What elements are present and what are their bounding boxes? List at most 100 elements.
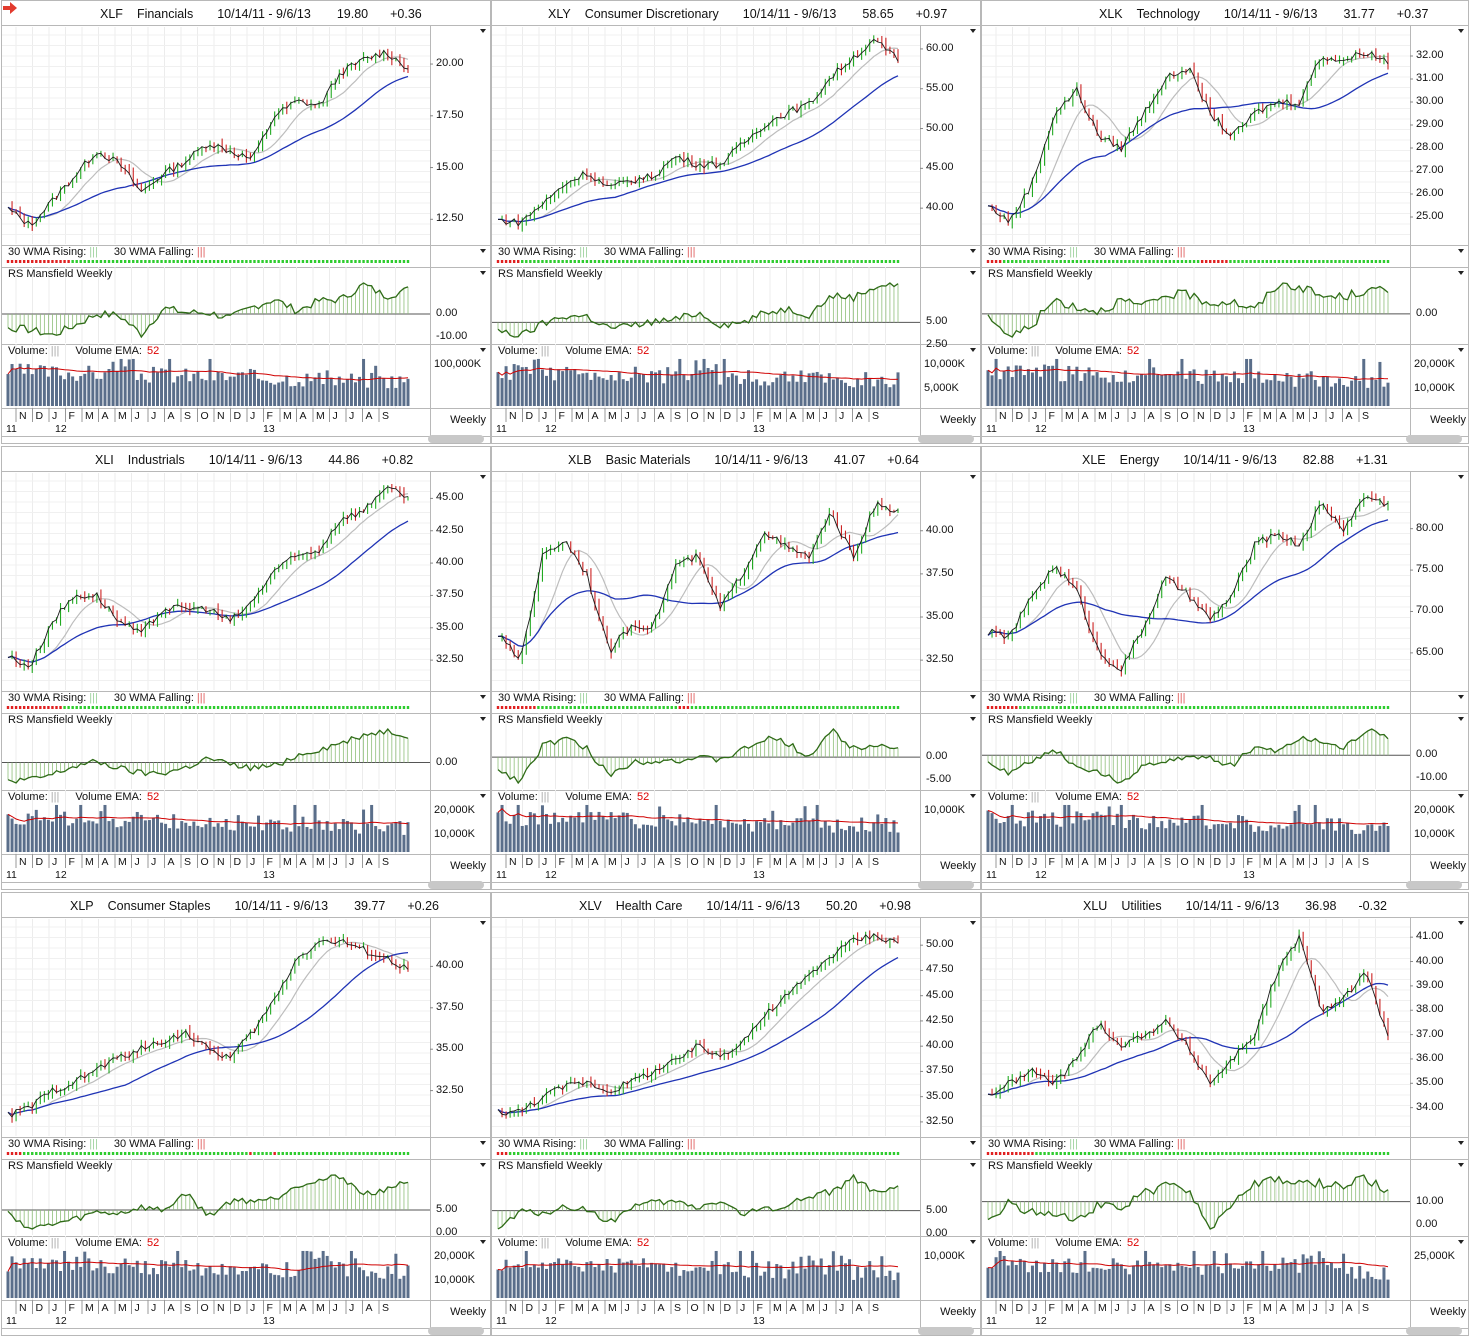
panel-menu-icon[interactable] [480,717,486,721]
panel-menu-icon[interactable] [480,921,486,925]
volume-bar [269,382,273,406]
volume-bar [305,373,309,406]
panel-menu-icon[interactable] [480,1240,486,1244]
volume-label: Volume: ||| Volume EMA: 52 [498,345,649,357]
wma-dot [549,1152,552,1155]
wma-dot [1261,706,1264,709]
scrollbar[interactable] [428,1327,484,1335]
panel-menu-icon[interactable] [1458,717,1464,721]
volume-bar [1285,372,1289,406]
red-arrow-icon[interactable] [2,1,18,15]
panel-menu-icon[interactable] [1458,475,1464,479]
wma-dot [79,260,82,263]
wma-dot [188,260,192,263]
panel-menu-icon[interactable] [970,249,976,253]
weekly-selector[interactable]: Weekly [450,860,486,872]
weekly-selector[interactable]: Weekly [1430,860,1466,872]
volume-bar [1192,369,1196,406]
volume-bar [269,1273,273,1298]
panel-menu-icon[interactable] [970,348,976,352]
volume-bar [998,379,1002,406]
scrollbar[interactable] [1406,435,1462,443]
header-last: 36.98 [1305,899,1337,913]
panel-menu-icon[interactable] [970,717,976,721]
chart-header: XLP Consumer Staples 10/14/11 - 9/6/13 39.7… [2,893,490,917]
month-label: J [52,1302,58,1314]
month-label: D [35,1302,44,1314]
volume-bar [1039,816,1043,852]
volume-bar [366,387,370,406]
weekly-selector[interactable]: Weekly [1430,414,1466,426]
chart-panel-xlb: XLB Basic Materials 10/14/11 - 9/6/13 41.07… [491,446,981,890]
weekly-selector[interactable]: Weekly [940,414,976,426]
wma-dot [1156,260,1159,263]
panel-menu-icon[interactable] [1458,794,1464,798]
volume-bar [1030,810,1034,852]
panel-menu-icon[interactable] [480,794,486,798]
wma-dot [1338,706,1341,709]
panel-menu-icon[interactable] [480,249,486,253]
scrollbar[interactable] [918,881,974,889]
volume-bar [532,359,536,406]
volume-bar [557,369,561,406]
panel-menu-icon[interactable] [970,921,976,925]
volume-bar [621,1262,625,1298]
wma-dot [6,706,10,709]
panel-menu-icon[interactable] [970,1141,976,1145]
wma-dot [1334,706,1337,709]
volume-bar [1321,829,1325,852]
wma-dot [533,706,536,709]
panel-menu-icon[interactable] [970,695,976,699]
price-tick-label: 25.00 [1416,210,1444,222]
panel-menu-icon[interactable] [970,271,976,275]
scrollbar[interactable] [428,435,484,443]
wma-dot [91,1152,95,1155]
wma-rising-label: 30 WMA Rising: [988,692,1067,704]
panel-menu-icon[interactable] [970,1240,976,1244]
volume-bar [216,1274,220,1298]
weekly-selector[interactable]: Weekly [940,860,976,872]
panel-menu-icon[interactable] [480,1163,486,1167]
volume-ema-length: 52 [1126,791,1140,803]
price-line [498,38,899,227]
volume-bar [1261,382,1265,406]
month-label: M [85,1302,94,1314]
volume-ema-title: Volume EMA: [1055,345,1122,357]
panel-menu-icon[interactable] [480,271,486,275]
volume-bar [95,378,99,406]
weekly-selector[interactable]: Weekly [450,1306,486,1318]
panel-menu-icon[interactable] [970,1163,976,1167]
volume-bar [301,386,305,406]
panel-menu-icon[interactable] [480,475,486,479]
weekly-selector[interactable]: Weekly [940,1306,976,1318]
panel-menu-icon[interactable] [970,794,976,798]
panel-menu-icon[interactable] [480,1141,486,1145]
separator [492,1328,980,1329]
weekly-selector[interactable]: Weekly [450,414,486,426]
panel-menu-icon[interactable] [970,475,976,479]
panel-menu-icon[interactable] [970,29,976,33]
wma-dot [196,706,200,709]
volume-bar [1301,824,1305,852]
panel-menu-icon[interactable] [480,29,486,33]
wma-dot [330,260,333,263]
panel-menu-icon[interactable] [1458,695,1464,699]
panel-menu-icon[interactable] [1458,348,1464,352]
wma-dot [743,260,746,263]
panel-menu-icon[interactable] [1458,249,1464,253]
panel-menu-icon[interactable] [1458,29,1464,33]
panel-menu-icon[interactable] [1458,271,1464,275]
volume-bar [561,371,565,406]
wma-dot [79,1152,82,1155]
wma-dot [289,1152,293,1155]
scrollbar[interactable] [428,881,484,889]
panel-menu-icon[interactable] [480,348,486,352]
scrollbar[interactable] [1406,881,1462,889]
volume-bar [633,824,637,852]
panel-menu-icon[interactable] [480,695,486,699]
scrollbar[interactable] [918,435,974,443]
scrollbar[interactable] [918,1327,974,1335]
wma-dot [164,706,167,709]
volume-bar [281,381,285,406]
volume-bar [95,823,99,852]
